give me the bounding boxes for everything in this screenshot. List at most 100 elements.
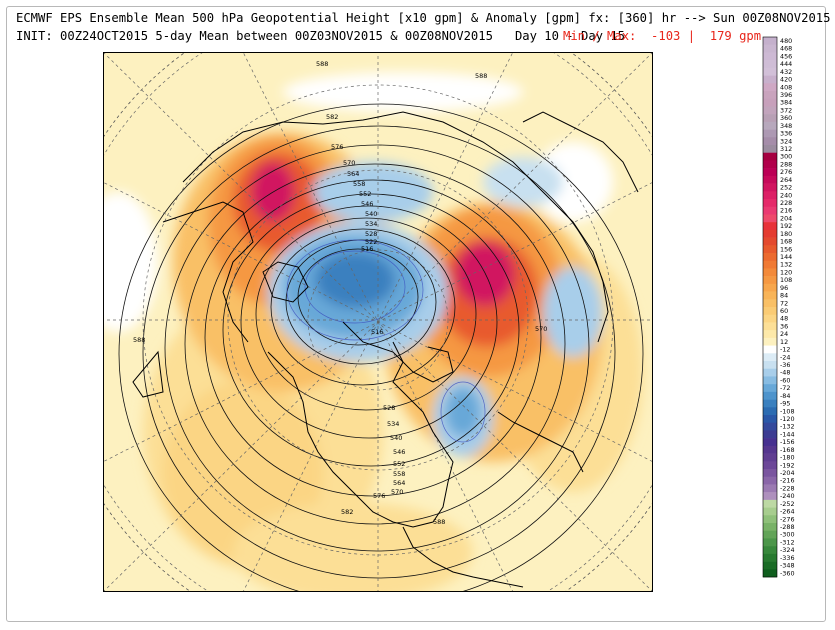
colorbar-swatch bbox=[763, 430, 777, 439]
colorbar-tick-label: 312 bbox=[780, 145, 792, 153]
colorbar-tick-label: 144 bbox=[780, 253, 792, 261]
colorbar-swatch bbox=[763, 569, 777, 578]
contour-label: 522 bbox=[365, 238, 377, 246]
colorbar-tick-label: -72 bbox=[780, 384, 790, 392]
coastlines bbox=[132, 111, 639, 588]
colorbar-tick-label: 204 bbox=[780, 214, 792, 222]
colorbar-swatch bbox=[763, 260, 777, 269]
colorbar-tick-label: -264 bbox=[780, 508, 795, 516]
colorbar-tick-label: 108 bbox=[780, 276, 792, 284]
colorbar-tick-label: 60 bbox=[780, 307, 788, 315]
contour-label: 564 bbox=[393, 479, 405, 487]
colorbar-tick-label: -132 bbox=[780, 423, 795, 431]
contour-label: 534 bbox=[365, 220, 377, 228]
colorbar-swatch bbox=[763, 299, 777, 308]
contour-label: 528 bbox=[365, 230, 377, 238]
contour-label: 552 bbox=[359, 190, 371, 198]
colorbar-tick-label: 192 bbox=[780, 222, 792, 230]
colorbar-tick-label: -156 bbox=[780, 438, 795, 446]
colorbar-swatch bbox=[763, 229, 777, 238]
contour-label: 570 bbox=[535, 325, 547, 333]
colorbar-tick-label: -348 bbox=[780, 562, 795, 570]
colorbar-swatch bbox=[763, 314, 777, 323]
contour-label: 558 bbox=[353, 180, 365, 188]
colorbar-tick-label: -144 bbox=[780, 430, 795, 438]
colorbar-swatch bbox=[763, 523, 777, 532]
colorbar-tick-label: -180 bbox=[780, 454, 795, 462]
colorbar-swatch bbox=[763, 145, 777, 154]
colorbar-tick-label: -12 bbox=[780, 346, 790, 354]
colorbar-swatch bbox=[763, 191, 777, 200]
colorbar-swatch bbox=[763, 237, 777, 246]
colorbar-swatch bbox=[763, 515, 777, 524]
colorbar-swatch bbox=[763, 476, 777, 485]
colorbar-tick-label: -60 bbox=[780, 376, 790, 384]
colorbar-swatch bbox=[763, 345, 777, 354]
contour-label: 588 bbox=[133, 336, 145, 344]
colorbar-tick-label: 180 bbox=[780, 230, 792, 238]
colorbar-tick-label: 480 bbox=[780, 37, 792, 45]
contour-label: 552 bbox=[393, 460, 405, 468]
colorbar-swatch bbox=[763, 83, 777, 92]
colorbar-tick-label: 252 bbox=[780, 184, 792, 192]
colorbar-swatch bbox=[763, 553, 777, 562]
colorbar-swatch bbox=[763, 268, 777, 277]
colorbar-swatch bbox=[763, 129, 777, 138]
colorbar-tick-label: 384 bbox=[780, 99, 792, 107]
colorbar-swatch bbox=[763, 291, 777, 300]
colorbar-swatch bbox=[763, 283, 777, 292]
colorbar-swatch bbox=[763, 183, 777, 192]
colorbar-tick-label: -336 bbox=[780, 554, 795, 562]
contour-label: 546 bbox=[393, 448, 405, 456]
colorbar-swatch bbox=[763, 44, 777, 53]
colorbar-tick-label: -228 bbox=[780, 484, 795, 492]
contour-label: 546 bbox=[361, 200, 373, 208]
map-border bbox=[103, 52, 653, 592]
colorbar-tick-label: 84 bbox=[780, 292, 788, 300]
contour-label: 540 bbox=[390, 434, 402, 442]
colorbar-swatch bbox=[763, 546, 777, 555]
colorbar-swatch bbox=[763, 538, 777, 547]
contour-label: 570 bbox=[391, 488, 403, 496]
colorbar-swatch bbox=[763, 507, 777, 516]
colorbar-swatch bbox=[763, 67, 777, 76]
anomaly-colorbar: 4804684564444324204083963843723603483363… bbox=[762, 36, 795, 578]
contour-label: 564 bbox=[347, 170, 359, 178]
colorbar-tick-label: 36 bbox=[780, 322, 788, 330]
colorbar-tick-label: 444 bbox=[780, 60, 792, 68]
colorbar-swatch bbox=[763, 114, 777, 123]
colorbar-tick-label: 432 bbox=[780, 68, 792, 76]
contour-label: 516 bbox=[371, 328, 383, 336]
colorbar-tick-label: 264 bbox=[780, 176, 792, 184]
colorbar-tick-label: 456 bbox=[780, 52, 792, 60]
colorbar-swatch bbox=[763, 492, 777, 501]
colorbar-tick-label: 300 bbox=[780, 153, 792, 161]
graticule bbox=[103, 52, 653, 592]
colorbar-tick-label: -252 bbox=[780, 500, 795, 508]
contour-label: 570 bbox=[343, 159, 355, 167]
colorbar-tick-label: 168 bbox=[780, 238, 792, 246]
colorbar-tick-label: -36 bbox=[780, 361, 790, 369]
colorbar-tick-label: -24 bbox=[780, 353, 790, 361]
contour-label: 516 bbox=[361, 245, 373, 253]
colorbar-swatch bbox=[763, 137, 777, 146]
colorbar-swatch bbox=[763, 453, 777, 462]
colorbar-tick-label: -192 bbox=[780, 461, 795, 469]
min-max-readout: Min / Max: -103 | 179 gpm bbox=[563, 29, 762, 43]
colorbar-tick-label: -360 bbox=[780, 569, 795, 577]
colorbar-swatch bbox=[763, 199, 777, 208]
colorbar-swatch bbox=[763, 438, 777, 447]
colorbar-swatch bbox=[763, 245, 777, 254]
colorbar-border bbox=[762, 36, 778, 578]
colorbar-tick-label: -312 bbox=[780, 538, 795, 546]
colorbar-swatch bbox=[763, 75, 777, 84]
colorbar-swatch bbox=[763, 322, 777, 331]
colorbar-swatch bbox=[763, 384, 777, 393]
colorbar-tick-label: 288 bbox=[780, 160, 792, 168]
colorbar-swatch bbox=[763, 214, 777, 223]
colorbar-swatch bbox=[763, 106, 777, 115]
colorbar-swatch bbox=[763, 160, 777, 169]
chart-title: ECMWF EPS Ensemble Mean 500 hPa Geopoten… bbox=[16, 11, 831, 25]
contour-label: 588 bbox=[433, 518, 445, 526]
colorbar-tick-label: 276 bbox=[780, 168, 792, 176]
